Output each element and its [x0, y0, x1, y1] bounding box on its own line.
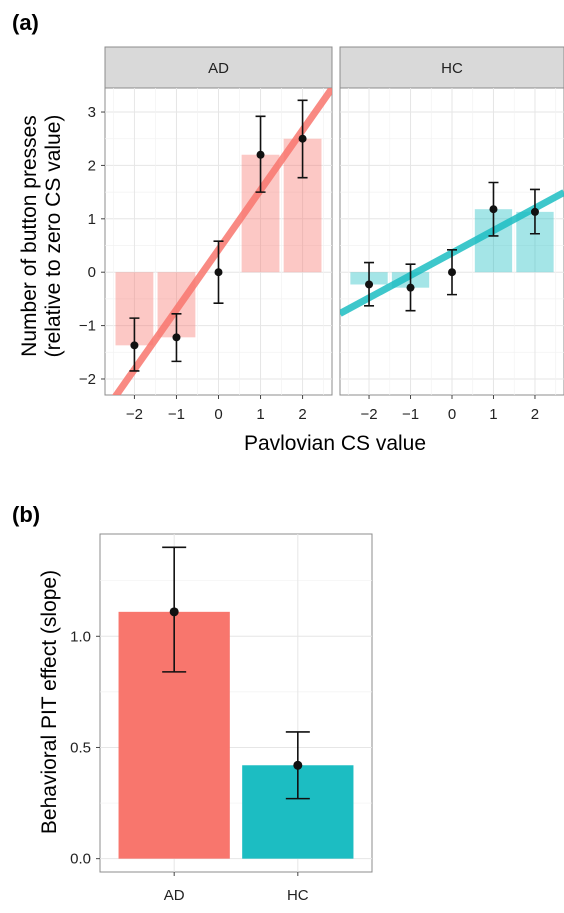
x-tick-label: HC — [287, 887, 309, 904]
panel-a-letter: (a) — [12, 10, 39, 35]
point-hc-2 — [448, 268, 456, 276]
y-tick-label: 2 — [88, 157, 96, 174]
point-ad-4 — [299, 135, 307, 143]
point-ad-1 — [172, 333, 180, 341]
point-hc-4 — [531, 208, 539, 216]
point-hc — [293, 761, 302, 770]
y-tick-label: 0 — [88, 264, 96, 281]
y-tick-label: 0.0 — [70, 851, 91, 868]
facet-strip-label: AD — [208, 60, 229, 77]
y-tick-label: 1 — [88, 211, 96, 228]
x-tick-label: −2 — [126, 406, 143, 423]
y-tick-label: 3 — [88, 104, 96, 121]
x-tick-label: −1 — [402, 406, 419, 423]
facet-hc: HC −2 −1 0 1 2 — [340, 47, 564, 423]
x-tick-label: 0 — [214, 406, 222, 423]
y-tick-label: −2 — [79, 371, 96, 388]
panel-a-x-axis-title: Pavlovian CS value — [244, 432, 426, 455]
panel-b-ylabel: Behavioral PIT effect (slope) — [38, 570, 61, 834]
x-tick-label: 2 — [531, 406, 539, 423]
point-ad-3 — [257, 151, 265, 159]
point-ad-2 — [215, 268, 223, 276]
panel-b-y-axis-title: Behavioral PIT effect (slope) — [38, 570, 61, 834]
panel-a-y-axis-title: Number of button presses (relative to ze… — [18, 115, 65, 358]
x-tick-label: AD — [164, 887, 185, 904]
y-tick-label: 0.5 — [70, 739, 91, 756]
point-hc-0 — [365, 280, 373, 288]
x-tick-label: 0 — [448, 406, 456, 423]
x-tick-label: −1 — [168, 406, 185, 423]
facet-strip-label: HC — [441, 60, 463, 77]
y-tick-label: 1.0 — [70, 628, 91, 645]
panel-a-ylabel-line1: Number of button presses — [18, 115, 41, 357]
facet-ad: AD −2 −1 0 1 2 — [105, 47, 332, 423]
point-ad-0 — [130, 341, 138, 349]
y-tick-label: −1 — [79, 318, 96, 335]
x-tick-label: 2 — [298, 406, 306, 423]
point-ad — [170, 607, 179, 616]
x-tick-label: 1 — [256, 406, 264, 423]
panel-b-letter: (b) — [12, 502, 40, 527]
panel-a-ylabel-line2: (relative to zero CS value) — [42, 115, 65, 358]
x-tick-label: −2 — [360, 406, 377, 423]
point-hc-3 — [489, 205, 497, 213]
point-hc-1 — [407, 284, 415, 292]
x-tick-label: 1 — [489, 406, 497, 423]
panel-a-chart: AD −2 −1 0 1 2 HC −2 −1 0 1 2 −2 −1 0 1 2 3 — [79, 47, 564, 423]
panel-b-chart: AD HC 0.0 0.5 1.0 — [70, 534, 372, 904]
